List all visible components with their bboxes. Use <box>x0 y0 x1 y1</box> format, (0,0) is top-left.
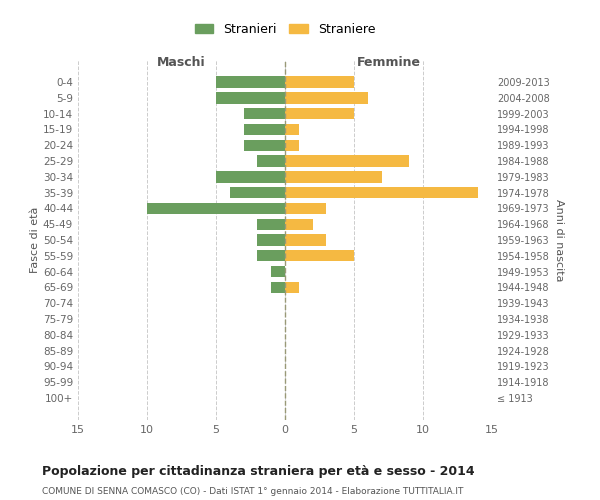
Bar <box>285 250 354 262</box>
Y-axis label: Fasce di età: Fasce di età <box>30 207 40 273</box>
Legend: Stranieri, Straniere: Stranieri, Straniere <box>191 20 379 40</box>
Bar <box>285 92 368 104</box>
Bar <box>257 218 285 230</box>
Bar <box>216 92 285 104</box>
Bar <box>285 202 326 214</box>
Y-axis label: Anni di nascita: Anni di nascita <box>554 198 563 281</box>
Bar <box>257 250 285 262</box>
Text: COMUNE DI SENNA COMASCO (CO) - Dati ISTAT 1° gennaio 2014 - Elaborazione TUTTITA: COMUNE DI SENNA COMASCO (CO) - Dati ISTA… <box>42 488 463 496</box>
Bar <box>244 124 285 135</box>
Text: Femmine: Femmine <box>356 56 421 70</box>
Bar <box>216 171 285 182</box>
Bar <box>285 76 354 88</box>
Bar <box>257 234 285 246</box>
Bar <box>285 187 478 198</box>
Text: Maschi: Maschi <box>157 56 206 70</box>
Text: Popolazione per cittadinanza straniera per età e sesso - 2014: Popolazione per cittadinanza straniera p… <box>42 465 475 478</box>
Bar <box>285 108 354 120</box>
Bar <box>285 156 409 166</box>
Bar <box>244 140 285 151</box>
Bar <box>285 124 299 135</box>
Bar <box>230 187 285 198</box>
Bar <box>216 76 285 88</box>
Bar <box>285 171 382 182</box>
Bar <box>257 156 285 166</box>
Bar <box>285 218 313 230</box>
Bar <box>285 234 326 246</box>
Bar <box>271 282 285 293</box>
Bar <box>285 282 299 293</box>
Bar <box>285 140 299 151</box>
Bar <box>147 202 285 214</box>
Bar <box>244 108 285 120</box>
Bar <box>271 266 285 278</box>
